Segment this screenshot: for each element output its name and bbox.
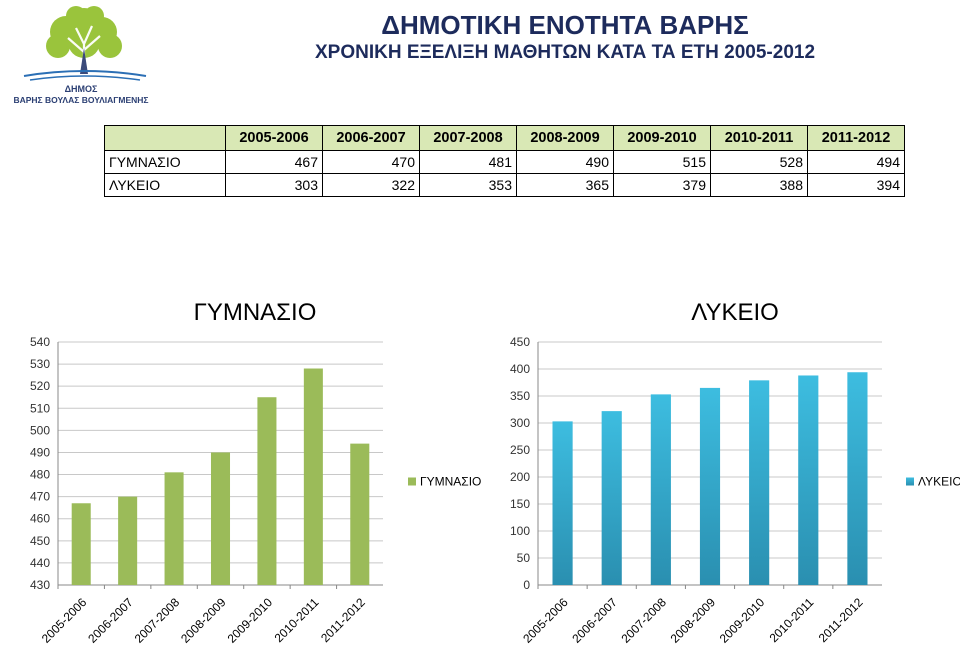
table-cell: 303: [225, 173, 323, 197]
y-tick-label: 460: [30, 512, 50, 526]
y-tick-label: 520: [30, 379, 50, 393]
x-tick-label: 2005-2006: [39, 595, 90, 646]
row-label: ΓΥΜΝΑΣΙΟ: [104, 150, 226, 174]
table-cell: 494: [807, 150, 905, 174]
y-tick-label: 450: [30, 534, 50, 548]
chart-title: ΓΥΜΝΑΣΙΟ: [194, 299, 317, 326]
column-header: 2007-2008: [419, 125, 517, 151]
legend-swatch: [408, 477, 416, 486]
column-header: 2009-2010: [613, 125, 711, 151]
column-header: 2011-2012: [807, 125, 905, 151]
bar: [71, 503, 91, 585]
x-tick-label: 2006-2007: [85, 595, 136, 646]
column-header: 2010-2011: [710, 125, 808, 151]
y-tick-label: 530: [30, 357, 50, 371]
table-cell: 481: [419, 150, 517, 174]
lykeio-bar-chart: ΛΥΚΕΙΟ 0 50 100 150 200 250 300 350 400 450 2005-20…: [510, 299, 960, 646]
bar: [798, 375, 819, 585]
y-tick-label: 490: [30, 445, 50, 459]
table-cell: 365: [516, 173, 614, 197]
table-row: ΛΥΚΕΙΟ 303 322 353 365 379 388 394: [104, 173, 905, 197]
x-tick-label: 2010-2011: [272, 595, 322, 645]
bar: [118, 496, 138, 585]
y-tick-label: 430: [30, 578, 50, 592]
gymnasio-bar-chart: ΓΥΜΝΑΣΙΟ 430 440 450 460 470 480 490 500 510 520 53…: [30, 299, 481, 646]
y-tick-label: 510: [30, 401, 50, 415]
y-tick-label: 350: [510, 389, 530, 403]
row-label: ΛΥΚΕΙΟ: [104, 173, 226, 197]
y-tick-label: 450: [510, 335, 530, 349]
y-tick-label: 100: [510, 524, 530, 538]
bar: [210, 452, 231, 585]
x-tick-label: 2007-2008: [618, 595, 669, 646]
y-tick-label: 300: [510, 416, 530, 430]
page-subtitle: ΧΡΟΝΙΚΗ ΕΞΕΛΙΞΗ ΜΑΘΗΤΩΝ ΚΑΤΑ ΤΑ ΕΤΗ 2005…: [314, 42, 816, 63]
y-tick-label: 0: [523, 578, 530, 592]
table-cell: 353: [419, 173, 517, 197]
x-tick-label: 2009-2010: [717, 595, 768, 646]
table-cell: 394: [807, 173, 905, 197]
bar: [303, 368, 323, 585]
tree-logo-icon: [23, 6, 147, 81]
x-tick-label: 2009-2010: [225, 595, 276, 646]
x-tick-label: 2006-2007: [569, 595, 620, 646]
table-cell: 379: [613, 173, 711, 197]
table-row: ΓΥΜΝΑΣΙΟ 467 470 481 490 515 528 494: [104, 150, 905, 174]
bar: [552, 421, 573, 585]
municipality-logo: ΔΗΜΟΣ ΒΑΡΗΣ ΒΟΥΛΑΣ ΒΟΥΛΙΑΓΜΕΝΗΣ: [6, 4, 154, 105]
data-table: 2005-2006 2006-2007 2007-2008 2008-2009 …: [104, 125, 905, 197]
table-cell: 388: [710, 173, 808, 197]
table-cell: 322: [322, 173, 420, 197]
x-tick-label: 2011-2012: [318, 595, 368, 645]
y-tick-label: 50: [517, 551, 531, 565]
bar: [164, 472, 184, 585]
chart-title: ΛΥΚΕΙΟ: [691, 299, 779, 326]
table-cell: 467: [225, 150, 323, 174]
table-corner-cell: [104, 125, 226, 151]
bar: [350, 443, 370, 585]
table-header-row: 2005-2006 2006-2007 2007-2008 2008-2009 …: [104, 125, 905, 151]
y-tick-label: 480: [30, 468, 50, 482]
bar: [601, 411, 622, 585]
x-tick-label: 2007-2008: [132, 595, 183, 646]
bar: [257, 397, 277, 585]
x-tick-label: 2008-2009: [668, 595, 719, 646]
table-cell: 515: [613, 150, 711, 174]
y-tick-label: 200: [510, 470, 530, 484]
column-header: 2005-2006: [225, 125, 323, 151]
column-header: 2008-2009: [516, 125, 614, 151]
y-tick-label: 500: [30, 423, 50, 437]
y-tick-label: 540: [30, 335, 50, 349]
table-cell: 490: [516, 150, 614, 174]
y-tick-label: 470: [30, 490, 50, 504]
logo-line2: ΒΑΡΗΣ ΒΟΥΛΑΣ ΒΟΥΛΙΑΓΜΕΝΗΣ: [13, 95, 149, 105]
bar: [749, 380, 770, 585]
y-tick-label: 440: [30, 556, 50, 570]
bar: [847, 372, 868, 585]
column-header: 2006-2007: [322, 125, 420, 151]
x-tick-label: 2005-2006: [520, 595, 571, 646]
logo-line1: ΔΗΜΟΣ: [64, 84, 98, 94]
y-tick-label: 150: [510, 497, 530, 511]
page-title: ΔΗΜΟΤΙΚΗ ΕΝΟΤΗΤΑ ΒΑΡΗΣ: [381, 10, 749, 40]
y-tick-label: 400: [510, 362, 530, 376]
legend-label: ΛΥΚΕΙΟ: [918, 475, 960, 489]
x-tick-label: 2008-2009: [178, 595, 229, 646]
table-cell: 528: [710, 150, 808, 174]
bar: [699, 387, 721, 585]
legend-label: ΓΥΜΝΑΣΙΟ: [420, 475, 481, 489]
legend-swatch: [906, 477, 914, 486]
x-tick-label: 2010-2011: [767, 595, 817, 645]
y-tick-label: 250: [510, 443, 530, 457]
x-tick-label: 2011-2012: [816, 595, 866, 645]
bar: [650, 394, 671, 585]
table-cell: 470: [322, 150, 420, 174]
